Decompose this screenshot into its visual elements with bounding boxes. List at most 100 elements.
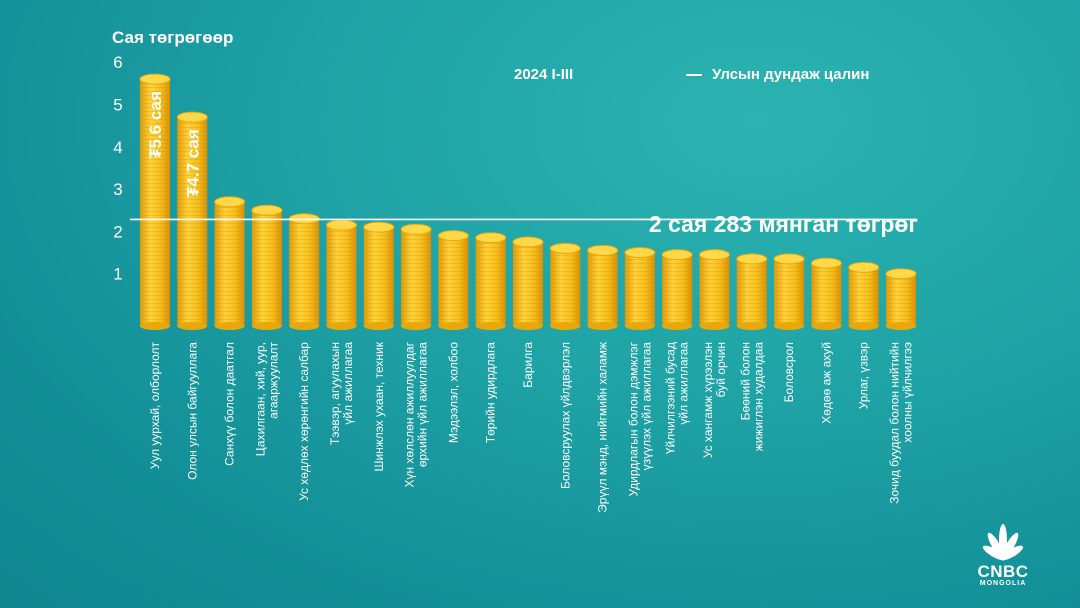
bar-ridges	[811, 263, 842, 326]
y-tick-label: 2	[113, 222, 122, 241]
bar-base	[177, 322, 208, 330]
bar-ridges	[662, 254, 693, 326]
period-label: 2024 I-III	[514, 66, 574, 83]
bar-ridges	[475, 237, 506, 326]
bar	[176, 111, 208, 330]
bar	[885, 268, 917, 330]
bar-base	[326, 322, 357, 330]
bar-top	[736, 253, 768, 265]
bar-ridges	[438, 235, 469, 326]
bar-base	[811, 322, 842, 330]
bar-base	[587, 322, 618, 330]
category-label: үзүүлэх үйл ажиллагаа	[639, 342, 653, 471]
y-axis-unit-title: Сая төгрөгөөр	[112, 28, 234, 47]
bar-top	[699, 249, 730, 261]
peacock-icon	[982, 524, 1024, 561]
category-label: Уул уурхай, олборлолт	[148, 342, 162, 470]
bar-ridges	[513, 241, 543, 326]
category-label: агааржуулалт	[266, 342, 280, 419]
bar	[475, 232, 507, 330]
bar-base	[363, 322, 394, 330]
bar-ridges	[587, 250, 618, 326]
category-label: Мэдээлэл, холбоо	[446, 342, 460, 443]
bar-ridges	[363, 227, 394, 326]
category-label: Боловсрол	[782, 342, 796, 402]
bar-base	[736, 322, 767, 330]
bar	[139, 73, 171, 330]
bar-top	[810, 257, 842, 269]
category-label: Удирдлагын болон дэмжлэг	[626, 341, 640, 496]
bar-base	[550, 322, 581, 330]
cnbc-mongolia-logo: CNBC MONGOLIA	[968, 522, 1038, 592]
bar-top	[475, 232, 507, 244]
bar-base	[140, 322, 170, 330]
bar	[736, 253, 768, 330]
bar-base	[699, 322, 730, 330]
bar-top	[848, 261, 880, 273]
bar-base	[438, 322, 469, 330]
bar-top	[885, 268, 917, 280]
bar-ridges	[401, 229, 432, 326]
category-label: буй орчин	[714, 342, 728, 397]
bar-ridges	[774, 258, 805, 326]
bar	[810, 257, 842, 330]
category-label: хоолны үйлчилгээ	[901, 342, 915, 443]
bar-top	[400, 223, 432, 235]
bar-top	[773, 253, 805, 265]
bar-base	[848, 322, 879, 330]
bar-top	[549, 242, 581, 254]
bar-top	[437, 230, 469, 242]
logo-brand: CNBC	[977, 562, 1029, 581]
bar-base	[886, 322, 916, 330]
category-label: Ус хангамж хүрээлэн	[701, 342, 715, 458]
bar-data-label: ₮4.7 сая	[183, 129, 202, 197]
bar-base	[624, 322, 655, 330]
bar	[549, 242, 581, 330]
category-label: Барилга	[521, 342, 535, 388]
bar	[326, 219, 357, 330]
category-label: Тээвэр, агуулахын	[328, 342, 342, 445]
bar-ridges	[624, 252, 655, 326]
bar-base	[214, 322, 245, 330]
category-label: Эрүүл мэнд, нийгмийн халамж	[596, 342, 610, 513]
bar	[214, 196, 246, 330]
bar-top	[251, 204, 283, 216]
bar-ridges	[848, 267, 879, 326]
bar-base	[774, 322, 805, 330]
bar-ridges	[699, 254, 730, 326]
bar-top	[214, 196, 246, 208]
bar-base	[251, 322, 282, 330]
legend-label: Улсын дундаж цалин	[712, 66, 870, 83]
bar-ridges	[214, 201, 245, 326]
bar	[699, 249, 730, 330]
bar-ridges	[177, 117, 208, 327]
bar	[848, 261, 880, 330]
bar-top	[176, 111, 208, 123]
bar	[661, 249, 693, 330]
bar-base	[475, 322, 506, 330]
legend: Улсын дундаж цалин	[686, 66, 869, 83]
category-label: Цахилгаан, хий, уур,	[253, 342, 267, 456]
category-label: Хөдөө аж ахуй	[819, 342, 833, 424]
bar-top	[139, 73, 171, 85]
bar-top	[363, 221, 395, 233]
bar	[400, 223, 432, 330]
category-label: Ус хөдлөх хөрөнгийн салбар	[297, 342, 311, 501]
category-label: Урлаг, үзвэр	[857, 342, 871, 410]
y-tick-label: 6	[113, 53, 122, 72]
bar-ridges	[289, 218, 320, 326]
bar-base	[289, 322, 320, 330]
logo-sub: MONGOLIA	[979, 580, 1027, 587]
bar-top	[326, 219, 357, 231]
legend-line-swatch	[686, 73, 702, 76]
bar	[587, 244, 619, 330]
bar-top	[512, 236, 544, 248]
category-label: Бөөний болон	[738, 342, 752, 420]
bar-ridges	[326, 225, 357, 326]
bar-top	[624, 247, 656, 259]
category-label: Зочид буудал болон нийтийн	[888, 342, 902, 504]
category-label: Боловсруулах үйлдвэрлэл	[558, 342, 572, 489]
bar-ridges	[550, 248, 581, 326]
bar-ridges	[736, 258, 767, 326]
